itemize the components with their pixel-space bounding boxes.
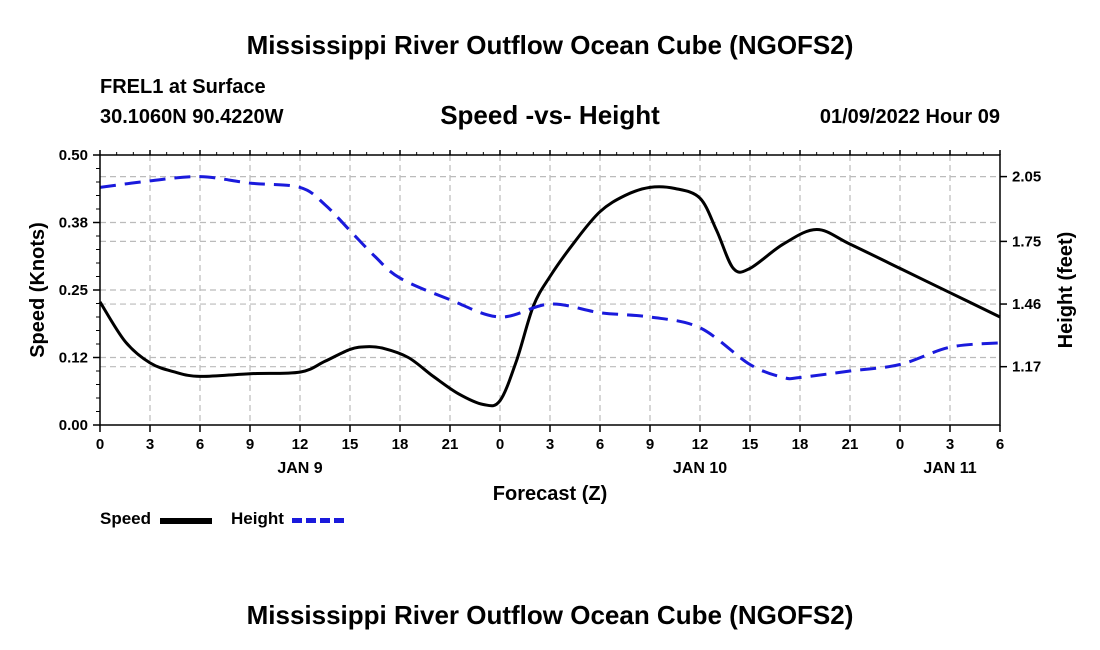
date-label: JAN 11 (923, 460, 976, 477)
x-tick-label: 0 (496, 436, 504, 453)
x-tick-label: 3 (146, 436, 154, 453)
x-tick-label: 12 (292, 436, 309, 453)
height-series-line (99, 175, 1001, 381)
footer-title: Mississippi River Outflow Ocean Cube (NG… (246, 600, 854, 630)
y2-tick-label: 2.05 (1012, 169, 1041, 186)
y2-tick-label: 1.75 (1012, 233, 1041, 250)
x-tick-label: 0 (896, 436, 904, 453)
y-tick-label: 0.38 (59, 215, 88, 232)
date-label: JAN 10 (673, 460, 727, 477)
chart-subtitle: Speed -vs- Height (440, 100, 660, 130)
chart-grid (100, 155, 1000, 425)
x-tick-label: 6 (196, 436, 204, 453)
y2-tick-label: 1.46 (1012, 296, 1041, 313)
station-label: FREL1 at Surface (100, 76, 266, 98)
legend-speed-label: Speed (100, 509, 152, 528)
speed-series-line (98, 185, 1001, 408)
x-tick-label: 9 (246, 436, 254, 453)
legend-speed-swatch (160, 518, 212, 524)
y-tick-label: 0.50 (59, 147, 88, 164)
y-axis-title: Speed (Knots) (27, 222, 49, 358)
x-tick-label: 18 (792, 436, 809, 453)
chart-axes: 0 3 6 9 12 15 18 21 0 3 6 9 12 15 18 21 0 3 6 JAN 9 JAN 10 JA… (59, 147, 1041, 477)
x-tick-label: 3 (546, 436, 554, 453)
date-label: JAN 9 (277, 460, 322, 477)
y-tick-label: 0.00 (59, 417, 88, 434)
x-tick-label: 21 (442, 436, 459, 453)
x-tick-label: 21 (842, 436, 859, 453)
x-axis-title: Forecast (Z) (493, 483, 607, 505)
legend-height-swatch (292, 518, 344, 523)
x-tick-label: 15 (742, 436, 759, 453)
chart-series (98, 175, 1001, 408)
y-tick-label: 0.12 (59, 350, 88, 367)
x-tick-label: 12 (692, 436, 709, 453)
x-tick-label: 3 (946, 436, 954, 453)
chart-main-title: Mississippi River Outflow Ocean Cube (NG… (246, 30, 854, 60)
legend-height-label: Height (231, 509, 284, 528)
x-tick-label: 6 (996, 436, 1004, 453)
station-coordinates: 30.1060N 90.4220W (100, 106, 284, 128)
x-tick-label: 18 (392, 436, 409, 453)
y-tick-label: 0.25 (59, 282, 88, 299)
x-tick-label: 6 (596, 436, 604, 453)
y2-tick-label: 1.17 (1012, 359, 1041, 376)
y2-axis-title: Height (feet) (1055, 232, 1077, 349)
forecast-timestamp: 01/09/2022 Hour 09 (819, 106, 1000, 128)
x-tick-label: 15 (342, 436, 359, 453)
x-tick-label: 0 (96, 436, 104, 453)
x-tick-label: 9 (646, 436, 654, 453)
